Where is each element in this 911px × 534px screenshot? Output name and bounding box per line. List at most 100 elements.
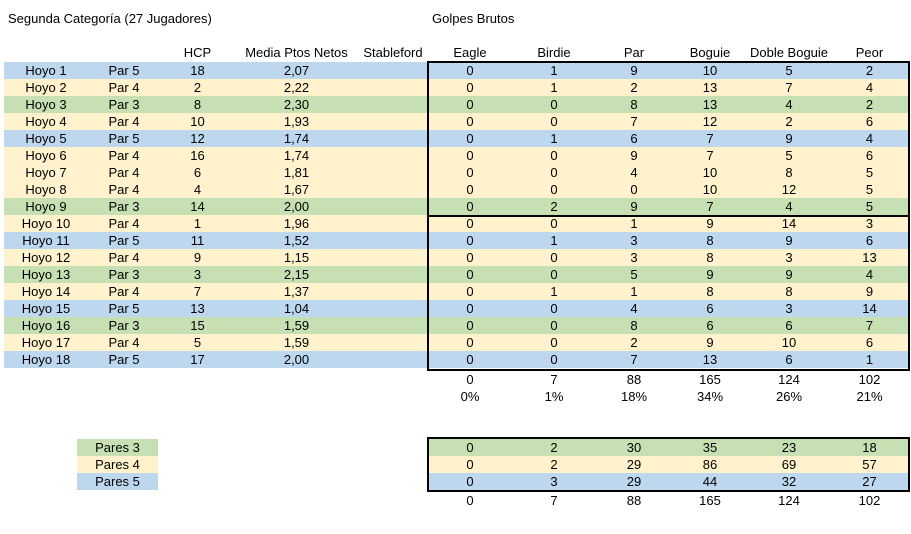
stableford-value[interactable]	[358, 130, 428, 147]
media-ptos-netos-value[interactable]: 1,96	[283, 216, 310, 231]
summary-stat-doble-boguie[interactable]: 23	[781, 440, 797, 455]
stat-par[interactable]: 1	[630, 216, 638, 231]
stat-eagle[interactable]: 0	[466, 250, 474, 265]
hcp-value[interactable]: 1	[193, 216, 202, 231]
stat-par[interactable]: 9	[630, 148, 638, 163]
stat-eagle[interactable]: 0	[466, 216, 474, 231]
stat-doble-boguie[interactable]: 8	[785, 284, 793, 299]
media-ptos-netos-value[interactable]: 2,00	[283, 199, 310, 214]
pares-3-label[interactable]: Pares 3	[77, 439, 158, 456]
stat-eagle[interactable]: 0	[466, 301, 474, 316]
stat-boguie[interactable]: 12	[702, 114, 718, 129]
stableford-value[interactable]	[358, 198, 428, 215]
pares-4-label[interactable]: Pares 4	[77, 456, 158, 473]
hole-label[interactable]: Hoyo 12	[21, 250, 71, 265]
stat-eagle[interactable]: 0	[466, 97, 474, 112]
summary-stat-birdie[interactable]: 2	[550, 457, 558, 472]
summary-stat-par[interactable]: 29	[626, 457, 642, 472]
hcp-value[interactable]: 3	[193, 267, 202, 282]
stat-peor[interactable]: 6	[865, 148, 874, 163]
par-label[interactable]: Par 4	[108, 250, 140, 265]
hcp-value[interactable]: 4	[193, 182, 202, 197]
section-title-category[interactable]: Segunda Categoría (27 Jugadores)	[8, 11, 212, 26]
total-peor[interactable]: 102	[858, 372, 881, 387]
stat-eagle[interactable]: 0	[466, 80, 474, 95]
stat-birdie[interactable]: 0	[550, 216, 558, 231]
hcp-value[interactable]: 11	[190, 233, 205, 248]
media-ptos-netos-value[interactable]: 2,30	[283, 97, 310, 112]
hole-label[interactable]: Hoyo 6	[25, 148, 67, 163]
media-ptos-netos-value[interactable]: 1,74	[283, 131, 310, 146]
hole-label[interactable]: Hoyo 5	[25, 131, 67, 146]
stat-par[interactable]: 8	[630, 318, 638, 333]
stat-boguie[interactable]: 8	[706, 250, 714, 265]
hole-label[interactable]: Hoyo 10	[21, 216, 71, 231]
stat-boguie[interactable]: 10	[702, 165, 718, 180]
stat-birdie[interactable]: 1	[550, 233, 558, 248]
stat-eagle[interactable]: 0	[466, 131, 474, 146]
percent-doble-boguie[interactable]: 26%	[775, 389, 803, 404]
percent-par[interactable]: 18%	[620, 389, 648, 404]
hole-label[interactable]: Hoyo 16	[21, 318, 71, 333]
hcp-value[interactable]: 17	[190, 352, 205, 367]
media-ptos-netos-value[interactable]: 2,07	[283, 63, 310, 78]
summary-stat-doble-boguie[interactable]: 32	[781, 474, 797, 489]
par-label[interactable]: Par 4	[108, 148, 140, 163]
stat-peor[interactable]: 6	[865, 335, 874, 350]
header-boguie[interactable]: Boguie	[689, 45, 731, 60]
stat-par[interactable]: 6	[630, 131, 638, 146]
stat-par[interactable]: 7	[630, 352, 638, 367]
header-par[interactable]: Par	[623, 45, 645, 60]
header-eagle[interactable]: Eagle	[453, 45, 487, 60]
stat-peor[interactable]: 4	[865, 267, 874, 282]
stat-birdie[interactable]: 0	[550, 148, 558, 163]
stat-boguie[interactable]: 9	[706, 335, 714, 350]
stat-eagle[interactable]: 0	[466, 63, 474, 78]
summary-stat-peor[interactable]: 18	[862, 440, 877, 455]
summary-stat-birdie[interactable]: 2	[550, 440, 558, 455]
summary-stat-eagle[interactable]: 0	[466, 457, 474, 472]
stat-birdie[interactable]: 0	[550, 352, 558, 367]
stat-boguie[interactable]: 9	[706, 267, 714, 282]
stat-birdie[interactable]: 0	[550, 182, 558, 197]
stat-doble-boguie[interactable]: 5	[785, 63, 793, 78]
summary-stat-eagle[interactable]: 0	[466, 440, 474, 455]
stat-peor[interactable]: 4	[865, 131, 874, 146]
header-doble-boguie[interactable]: Doble Boguie	[749, 45, 829, 60]
par-label[interactable]: Par 3	[108, 267, 140, 282]
stat-peor[interactable]: 6	[865, 233, 874, 248]
media-ptos-netos-value[interactable]: 2,22	[283, 80, 310, 95]
media-ptos-netos-value[interactable]: 1,52	[283, 233, 310, 248]
par-label[interactable]: Par 3	[108, 97, 140, 112]
stat-eagle[interactable]: 0	[466, 199, 474, 214]
stat-doble-boguie[interactable]: 5	[785, 148, 793, 163]
stat-doble-boguie[interactable]: 3	[785, 301, 793, 316]
hcp-value[interactable]: 6	[193, 165, 202, 180]
summary-total-doble-boguie[interactable]: 124	[778, 493, 800, 508]
stat-peor[interactable]: 5	[865, 182, 874, 197]
stableford-value[interactable]	[358, 215, 428, 232]
stat-peor[interactable]: 4	[865, 80, 874, 95]
summary-stat-birdie[interactable]: 3	[550, 474, 558, 489]
stat-boguie[interactable]: 13	[702, 352, 718, 367]
hcp-value[interactable]: 5	[193, 335, 202, 350]
stat-boguie[interactable]: 10	[702, 182, 718, 197]
stat-doble-boguie[interactable]: 7	[785, 80, 793, 95]
hole-label[interactable]: Hoyo 2	[25, 80, 67, 95]
header-peor[interactable]: Peor	[855, 45, 884, 60]
stat-peor[interactable]: 7	[865, 318, 874, 333]
stableford-value[interactable]	[358, 62, 428, 79]
stat-par[interactable]: 0	[630, 182, 638, 197]
stableford-value[interactable]	[358, 266, 428, 283]
header-stableford[interactable]: Stableford	[363, 45, 423, 60]
media-ptos-netos-value[interactable]: 1,59	[283, 318, 310, 333]
stat-eagle[interactable]: 0	[466, 182, 474, 197]
stat-eagle[interactable]: 0	[466, 284, 474, 299]
hole-label[interactable]: Hoyo 7	[25, 165, 67, 180]
stableford-value[interactable]	[358, 317, 428, 334]
par-label[interactable]: Par 5	[108, 301, 140, 316]
hole-label[interactable]: Hoyo 11	[22, 233, 70, 248]
hcp-value[interactable]: 12	[190, 131, 205, 146]
stat-par[interactable]: 2	[630, 335, 638, 350]
summary-total-boguie[interactable]: 165	[699, 493, 721, 508]
